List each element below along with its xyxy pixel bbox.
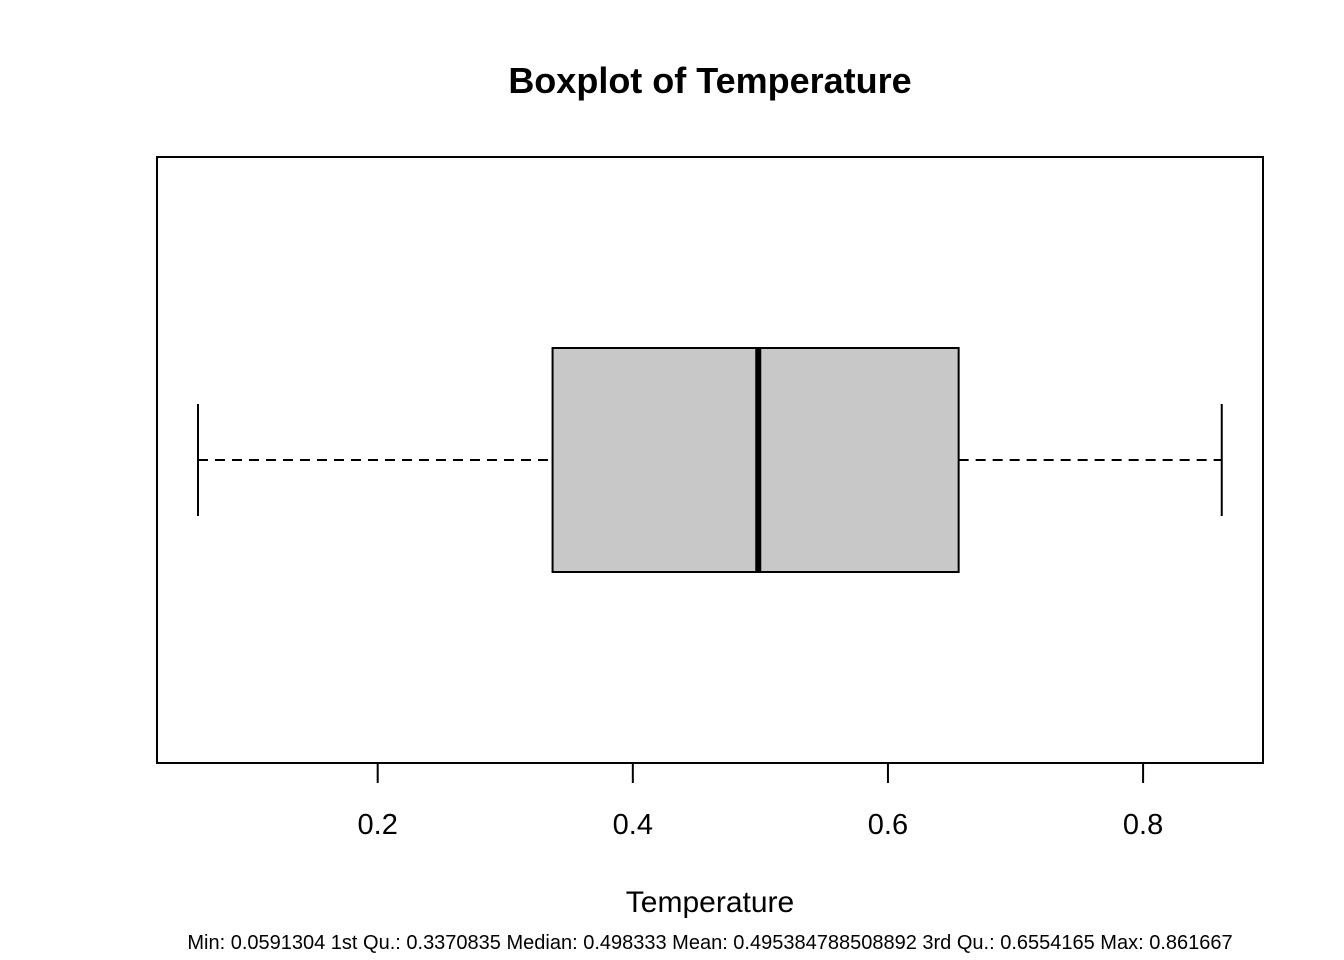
x-axis: 0.2 0.4 0.6 0.8 <box>358 763 1163 841</box>
x-tick-label: 0.2 <box>358 809 398 841</box>
x-tick-label: 0.6 <box>868 809 908 841</box>
chart-title: Boxplot of Temperature <box>508 60 911 101</box>
summary-caption: Min: 0.0591304 1st Qu.: 0.3370835 Median… <box>187 932 1232 954</box>
x-tick-label: 0.4 <box>613 809 653 841</box>
box-group <box>196 347 1223 573</box>
plot-frame <box>156 156 1264 764</box>
x-tick-label: 0.8 <box>1123 809 1163 841</box>
x-axis-title: Temperature <box>626 886 794 919</box>
